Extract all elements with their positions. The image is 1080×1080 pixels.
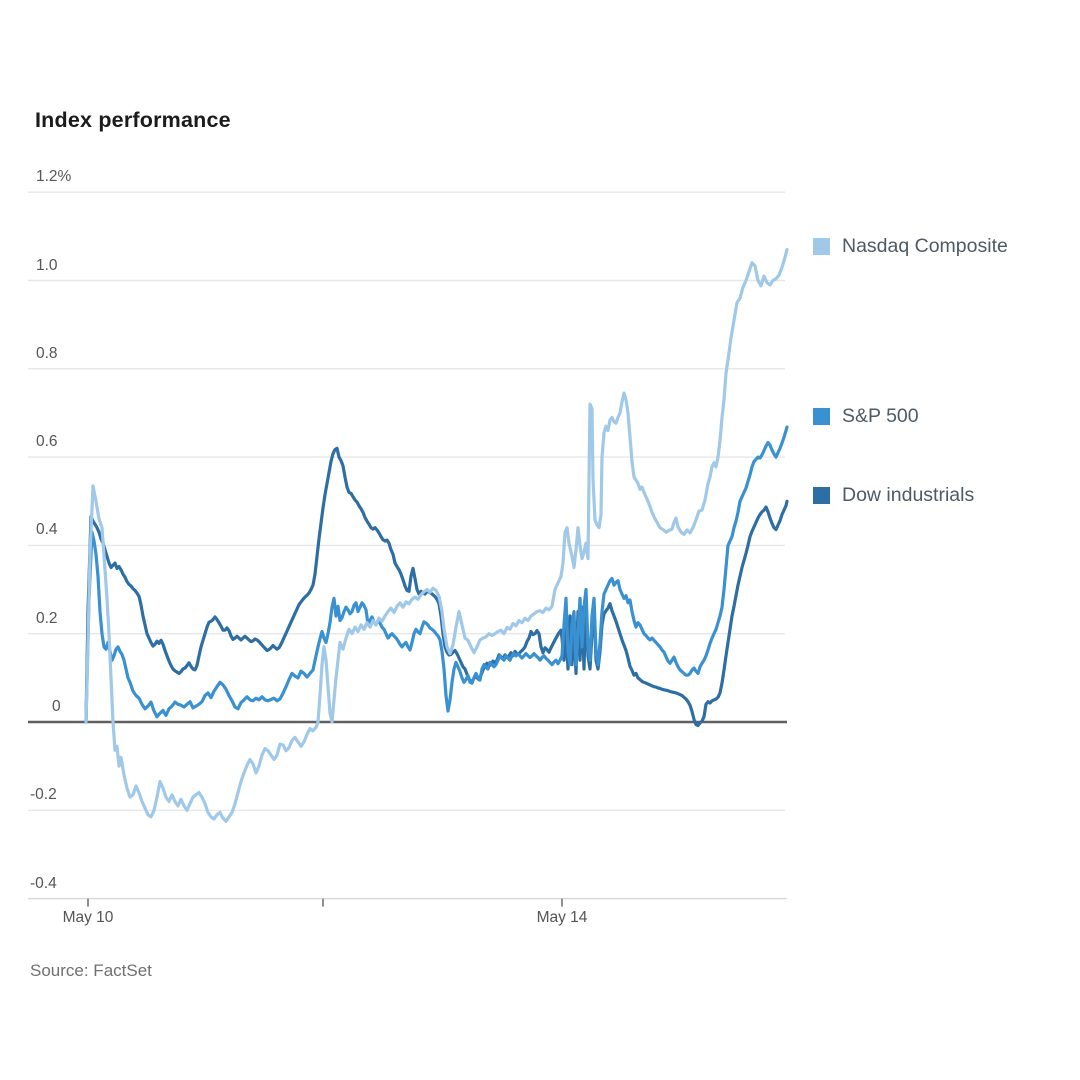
y-tick-label: 0.4 <box>36 521 58 539</box>
legend-entry-dow-industrials: Dow industrials <box>813 483 974 507</box>
legend-label: Nasdaq Composite <box>842 234 1008 257</box>
legend-label: Dow industrials <box>842 483 975 506</box>
x-tick-label: May 14 <box>536 909 588 926</box>
y-tick-label: 1.0 <box>36 256 58 274</box>
y-tick-label: 1.2% <box>36 168 72 186</box>
y-tick-label: 0.8 <box>36 344 58 362</box>
nasdaq-composite-swatch-icon <box>813 237 830 255</box>
series-line-s-p-500 <box>84 425 789 724</box>
source-note: Source: FactSet <box>30 961 152 980</box>
y-tick-label: -0.4 <box>30 874 57 892</box>
sp500-swatch-icon <box>813 407 830 425</box>
dow-industrials-swatch-icon <box>813 486 830 504</box>
page-title: Index performance <box>35 108 231 132</box>
legend-label: S&P 500 <box>842 404 919 427</box>
x-tick-label: May 10 <box>62 909 114 926</box>
y-tick-label: -0.2 <box>30 786 57 804</box>
series-line-dow-industrials <box>84 446 789 728</box>
y-tick-label: 0.6 <box>36 433 58 451</box>
y-tick-label: 0.2 <box>36 609 58 627</box>
legend-entry-sp500: S&P 500 <box>813 404 919 428</box>
y-tick-label: 0 <box>52 698 61 715</box>
series-line-nasdaq-composite <box>84 248 789 823</box>
legend-entry-nasdaq-composite: Nasdaq Composite <box>813 234 1008 258</box>
